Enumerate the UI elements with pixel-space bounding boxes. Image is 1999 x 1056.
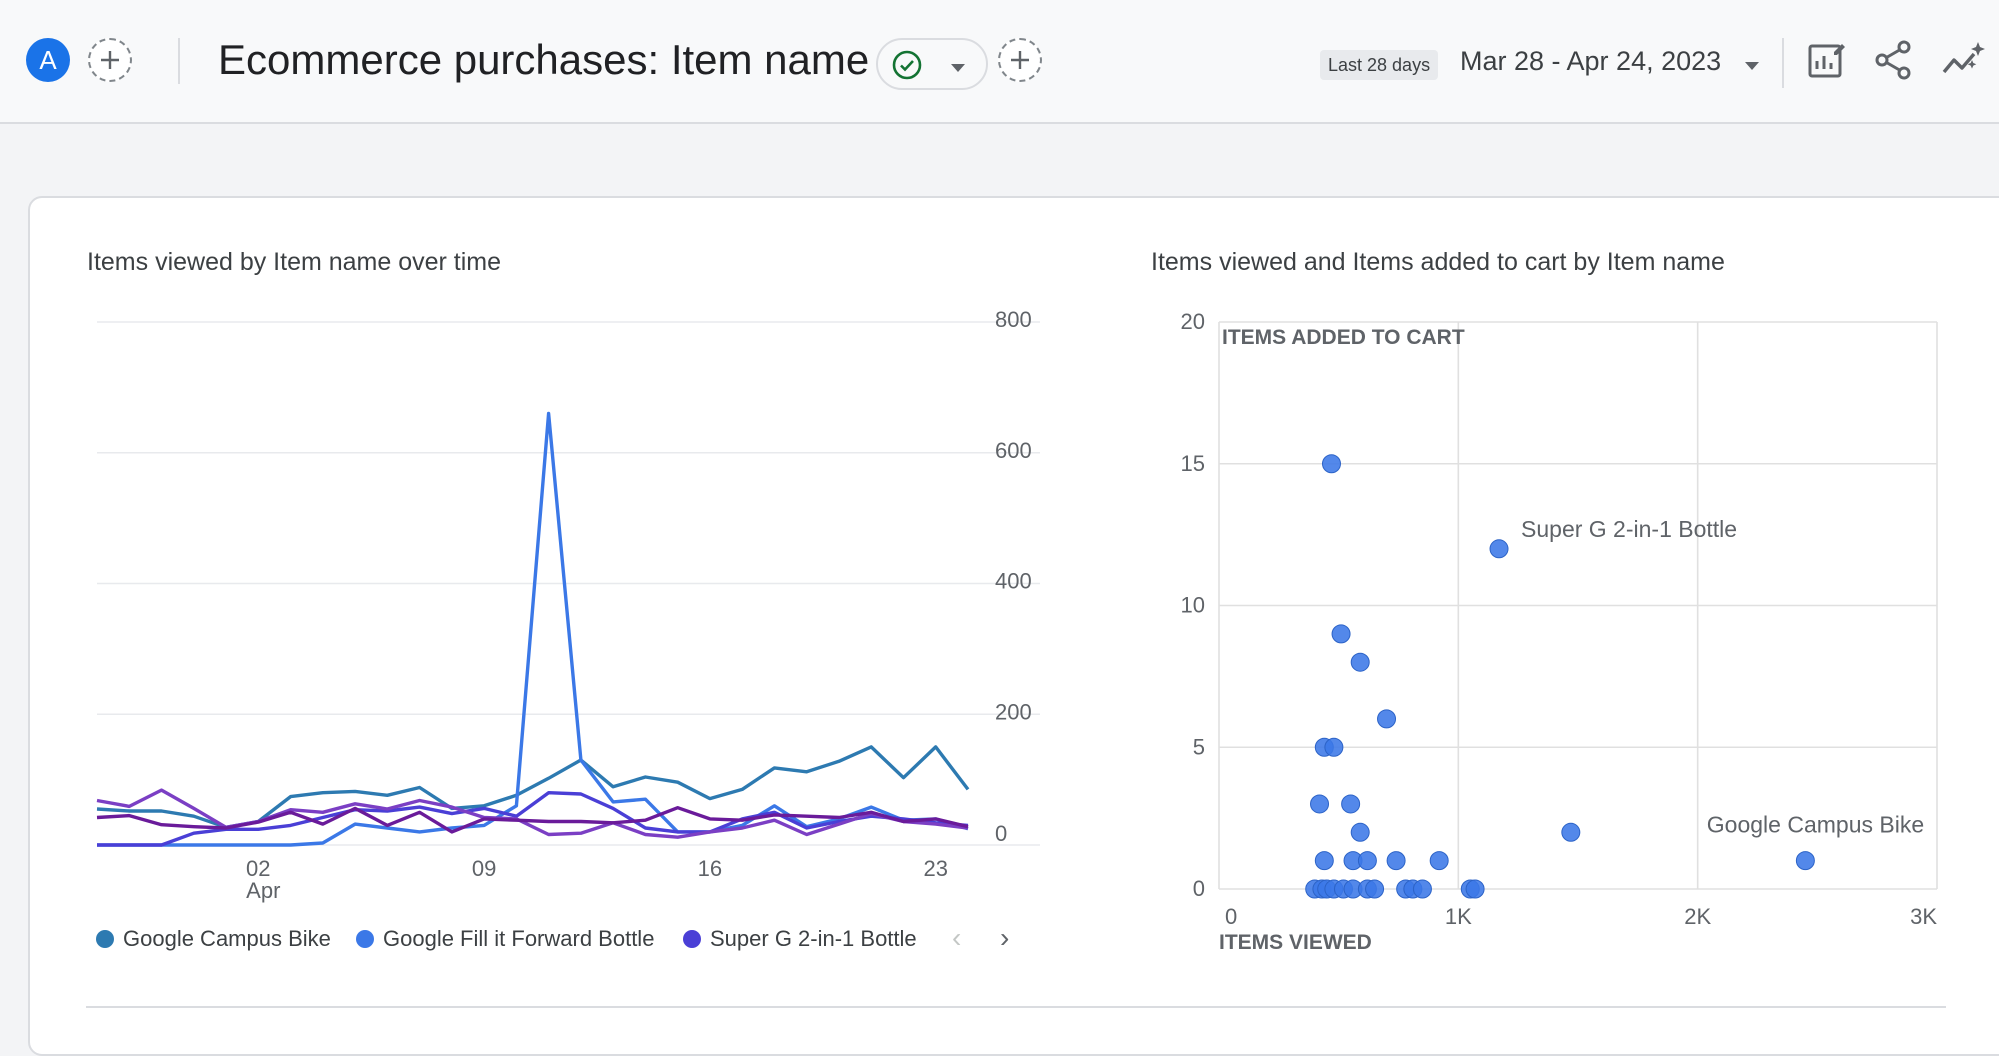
date-range-selector[interactable]: Mar 28 - Apr 24, 2023 — [1460, 46, 1722, 76]
scatter-point[interactable] — [1795, 851, 1815, 871]
legend-prev-button[interactable]: ‹ — [952, 922, 962, 953]
line-series-3[interactable] — [97, 791, 969, 847]
legend-dot-icon — [356, 930, 374, 948]
line-chart-title: Items viewed by Item name over time — [87, 248, 502, 276]
line-x-tick-label: 09 — [472, 856, 496, 881]
charts-card — [28, 196, 1999, 1056]
line-y-tick-label: 200 — [995, 699, 1032, 724]
scatter-point[interactable] — [1314, 851, 1334, 871]
scatter-x-tick-label: 1K — [1445, 904, 1472, 929]
scatter-x-tick-label: 2K — [1684, 904, 1711, 929]
page-title: Ecommerce purchases: Item name — [218, 36, 870, 83]
status-check-icon — [892, 50, 922, 85]
scatter-point[interactable] — [1429, 851, 1449, 871]
line-y-tick-label: 0 — [995, 821, 1007, 846]
scatter-annotation-label: Google Campus Bike — [1707, 812, 1924, 838]
scatter-point[interactable] — [1357, 851, 1377, 871]
scatter-point[interactable] — [1324, 737, 1344, 757]
line-y-tick-label: 400 — [995, 569, 1032, 594]
scatter-point[interactable] — [1321, 454, 1341, 474]
line-x-tick-label: 16 — [698, 856, 722, 881]
scatter-x-axis-label: ITEMS VIEWED — [1219, 931, 1372, 954]
scatter-chart: 0 5 10 15 20 0 1K 2K 3K ITEMS ADDED TO CART ITEMS … — [1181, 309, 1938, 954]
legend-label: Google Fill it Forward Bottle — [383, 926, 655, 951]
add-comparison-button[interactable] — [88, 38, 132, 82]
scatter-x-tick-label: 3K — [1910, 904, 1937, 929]
line-x-tick-label: 02 — [246, 856, 270, 881]
scatter-chart-title: Items viewed and Items added to cart by … — [1151, 248, 1725, 276]
scatter-annotation-label: Super G 2-in-1 Bottle — [1521, 516, 1737, 542]
scatter-y-tick-label: 10 — [1181, 593, 1205, 618]
report-header: A Ecommerce purchases: Item name Last 28… — [0, 0, 1999, 124]
legend-label: Super G 2-in-1 Bottle — [710, 926, 917, 951]
scatter-point[interactable] — [1350, 652, 1370, 672]
header-divider — [178, 38, 180, 84]
scatter-y-tick-label: 20 — [1181, 309, 1205, 334]
report-status-dropdown[interactable] — [876, 38, 988, 90]
date-range-caret-icon[interactable] — [1744, 58, 1760, 76]
scatter-point[interactable] — [1561, 822, 1581, 842]
scatter-point[interactable] — [1412, 879, 1432, 899]
line-chart-legend: Google Campus Bike Google Fill it Forwar… — [96, 926, 976, 956]
scatter-point[interactable] — [1489, 539, 1509, 559]
scatter-x-tick-label: 0 — [1225, 904, 1237, 929]
share-icon[interactable] — [1872, 38, 1916, 82]
scatter-y-tick-label: 15 — [1181, 451, 1205, 476]
legend-item[interactable]: Super G 2-in-1 Bottle — [683, 926, 917, 952]
toolbar-divider — [1782, 38, 1784, 88]
scatter-y-tick-label: 0 — [1193, 876, 1205, 901]
scatter-y-tick-label: 5 — [1193, 734, 1205, 759]
chevron-down-icon — [950, 60, 966, 78]
line-x-tick-label: 23 — [923, 856, 947, 881]
date-preset-chip[interactable]: Last 28 days — [1320, 50, 1439, 80]
legend-fade — [916, 926, 976, 956]
legend-dot-icon — [683, 930, 701, 948]
legend-dot-icon — [96, 930, 114, 948]
scatter-point[interactable] — [1386, 851, 1406, 871]
line-x-tick-sublabel: Apr — [246, 878, 280, 903]
scatter-point[interactable] — [1365, 879, 1385, 899]
legend-item[interactable]: Google Fill it Forward Bottle — [356, 926, 654, 952]
customize-report-icon[interactable] — [1804, 38, 1848, 82]
legend-next-button[interactable]: › — [1000, 922, 1010, 953]
scatter-y-axis-label: ITEMS ADDED TO CART — [1222, 326, 1465, 349]
line-y-tick-label: 800 — [995, 307, 1032, 332]
add-filter-button[interactable] — [998, 38, 1042, 82]
card-bottom-divider — [86, 1006, 1946, 1008]
line-series-5[interactable] — [96, 806, 969, 834]
insights-icon[interactable] — [1940, 38, 1985, 82]
line-y-tick-label: 600 — [995, 438, 1032, 463]
user-avatar[interactable]: A — [26, 38, 70, 82]
scatter-point[interactable] — [1331, 624, 1351, 644]
legend-item[interactable]: Google Campus Bike — [96, 926, 331, 952]
scatter-point[interactable] — [1465, 879, 1485, 899]
scatter-point[interactable] — [1377, 709, 1397, 729]
line-series-2[interactable] — [97, 411, 969, 847]
legend-label: Google Campus Bike — [123, 926, 331, 951]
scatter-point[interactable] — [1341, 794, 1361, 814]
scatter-point[interactable] — [1350, 822, 1370, 842]
line-series-1[interactable] — [96, 745, 970, 829]
scatter-point[interactable] — [1310, 794, 1330, 814]
